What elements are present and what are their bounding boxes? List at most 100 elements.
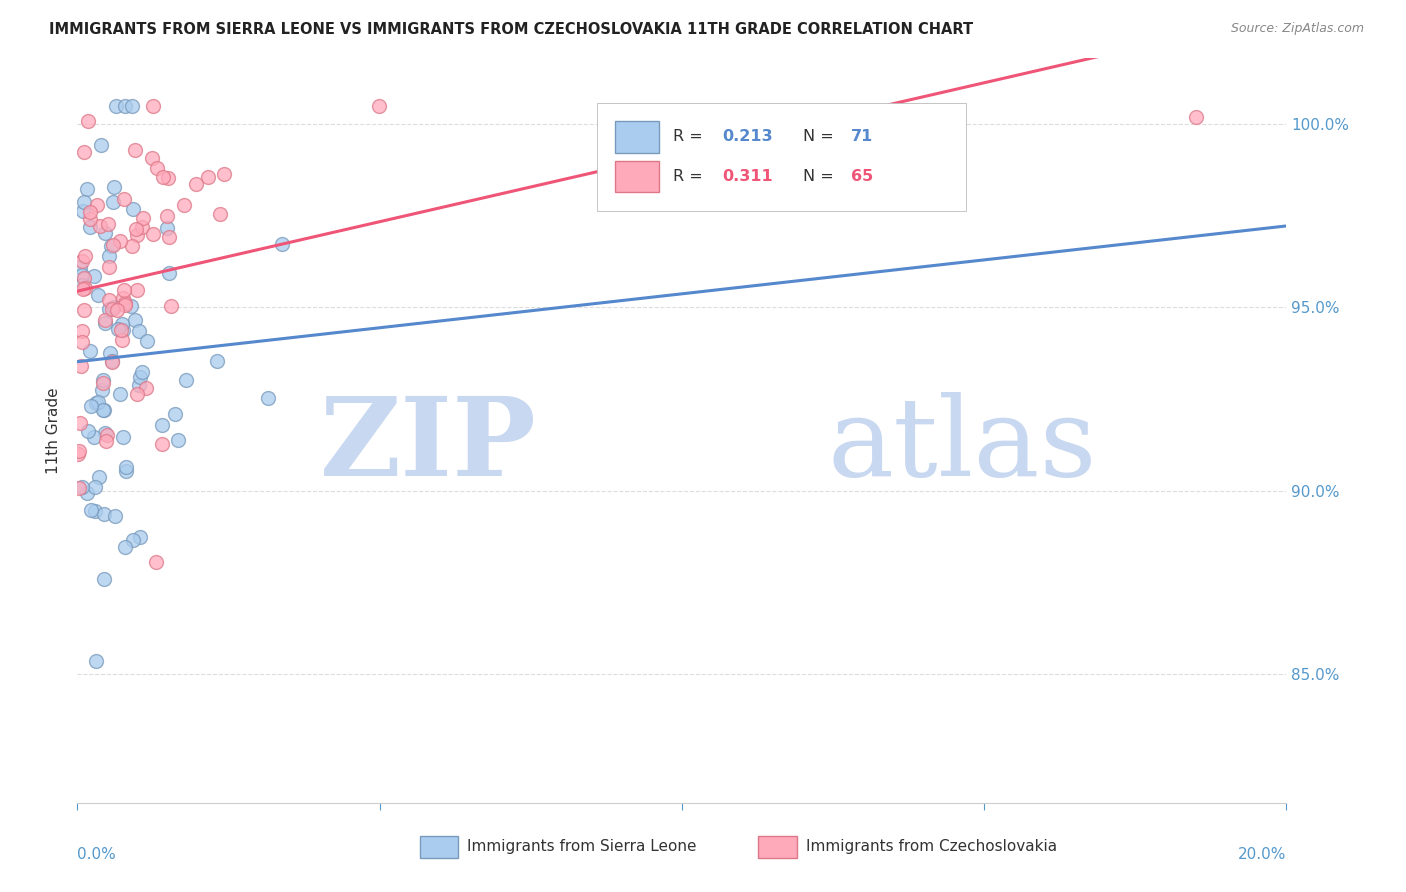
Text: 0.311: 0.311 [721,169,772,184]
Text: 0.0%: 0.0% [77,847,117,862]
Point [129,369,152,384]
Point [101,353,124,368]
Point [73,303,96,318]
Point [257,392,280,406]
Point [174,373,197,387]
Text: 71: 71 [851,129,873,145]
Point [103,180,125,194]
Point [128,530,150,544]
Point [105,303,128,318]
Point [120,299,142,313]
Point [79,211,101,226]
Point [108,387,131,401]
Point [142,227,165,242]
Point [1184,110,1206,124]
Point [124,143,146,157]
Point [94,426,117,441]
Point [97,293,120,308]
Text: N =: N = [803,169,839,184]
Point [91,376,114,391]
Point [108,234,131,248]
FancyBboxPatch shape [758,837,797,858]
Point [205,353,228,368]
Point [145,555,167,569]
Point [79,343,101,358]
Point [69,260,91,274]
Point [105,98,128,112]
Point [69,416,91,430]
Point [111,430,134,444]
Point [86,288,108,302]
Point [157,267,180,281]
Point [70,334,93,349]
Point [104,509,127,524]
Point [111,333,134,347]
Text: R =: R = [673,129,709,145]
Point [101,301,124,316]
FancyBboxPatch shape [419,837,458,858]
Point [90,383,112,397]
Point [125,283,148,297]
Point [112,323,135,337]
Point [93,572,115,586]
Point [93,402,115,417]
Point [100,355,122,369]
Point [70,253,93,268]
Point [76,425,98,439]
Point [86,394,108,409]
Point [103,300,125,314]
Text: Immigrants from Sierra Leone: Immigrants from Sierra Leone [467,839,696,855]
Point [73,281,96,295]
Point [197,169,219,184]
Point [96,427,118,442]
Point [110,322,132,336]
Point [115,464,138,478]
Point [83,430,105,444]
Point [97,260,120,275]
Point [75,249,97,263]
Point [114,460,136,475]
Point [128,324,150,338]
Point [66,447,89,461]
Point [368,98,391,112]
Text: ZIP: ZIP [321,392,537,499]
Point [70,359,93,373]
FancyBboxPatch shape [616,161,659,192]
Text: N =: N = [803,129,839,145]
Point [87,469,110,483]
Text: R =: R = [673,169,709,184]
Point [73,145,96,159]
Text: atlas: atlas [827,392,1097,499]
Point [157,230,180,244]
Point [94,316,117,330]
Point [91,373,114,387]
Point [167,433,190,447]
Y-axis label: 11th Grade: 11th Grade [46,387,62,474]
Point [101,238,124,252]
Point [114,298,136,312]
Point [163,407,186,421]
Point [84,396,107,410]
Point [114,98,136,112]
Point [83,268,105,283]
Text: 20.0%: 20.0% [1239,847,1286,862]
Point [156,221,179,235]
Point [72,282,94,296]
Point [90,137,112,152]
Point [146,161,169,175]
Point [93,226,115,240]
Point [70,324,93,338]
Text: IMMIGRANTS FROM SIERRA LEONE VS IMMIGRANTS FROM CZECHOSLOVAKIA 11TH GRADE CORREL: IMMIGRANTS FROM SIERRA LEONE VS IMMIGRAN… [49,22,973,37]
Point [76,486,98,500]
Point [173,198,195,212]
Point [121,239,143,253]
Point [79,220,101,235]
Text: Source: ZipAtlas.com: Source: ZipAtlas.com [1230,22,1364,36]
Point [128,377,150,392]
Point [141,151,163,165]
Point [111,317,134,331]
Point [100,239,122,253]
Point [160,299,183,313]
Point [76,182,98,196]
Point [84,654,107,668]
